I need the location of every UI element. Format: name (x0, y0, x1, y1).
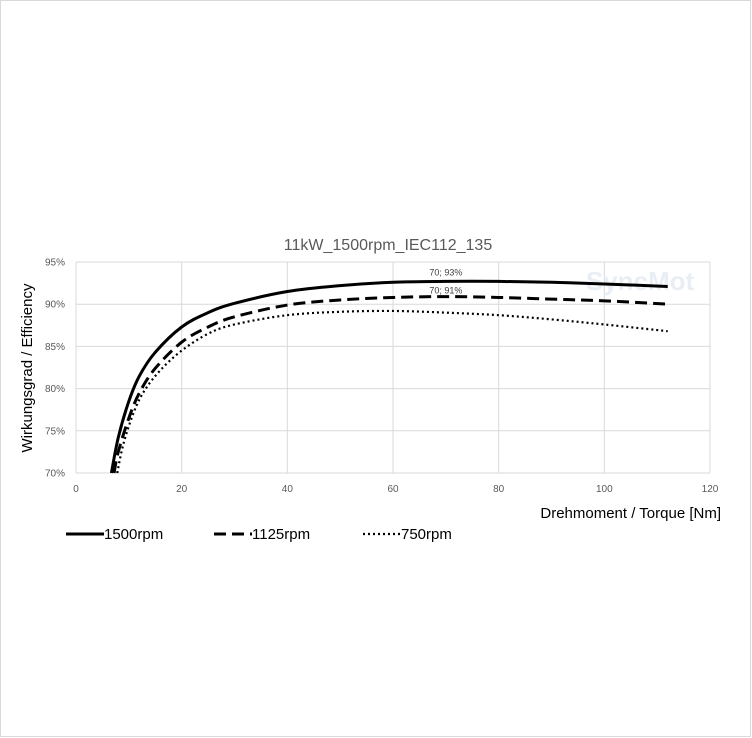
data-label: 70; 93% (429, 267, 462, 277)
x-tick-label: 100 (596, 484, 613, 495)
y-tick-label: 75% (45, 426, 65, 437)
legend: 1500rpm 1125rpm 750rpm (66, 526, 452, 543)
series-line-750rpm (116, 309, 668, 474)
data-label: 70; 91% (429, 286, 462, 296)
y-tick-label: 90% (45, 300, 65, 311)
x-axis-label: Drehmoment / Torque [Nm] (540, 505, 721, 522)
y-tick-label: 80% (45, 384, 65, 395)
x-tick-labels: 0 20 40 60 80 100 120 (73, 484, 719, 495)
series-line-1125rpm (112, 295, 668, 474)
legend-label-1500rpm: 1500rpm (104, 526, 163, 543)
watermark: SyncMot (586, 266, 695, 296)
gridlines (75, 261, 711, 474)
y-axis-label: Wirkungsgrad / Efficiency (19, 283, 36, 452)
legend-label-750rpm: 750rpm (401, 526, 452, 543)
y-tick-label: 85% (45, 342, 65, 353)
annotations: 70; 93% 70; 91% (429, 267, 462, 295)
x-tick-label: 60 (387, 484, 399, 495)
legend-label-1125rpm: 1125rpm (252, 526, 310, 543)
y-tick-label: 95% (45, 258, 65, 269)
x-tick-label: 80 (493, 484, 505, 495)
y-tick-label: 70% (45, 469, 65, 480)
series-line-1500rpm (109, 279, 668, 474)
y-tick-labels: 70% 75% 80% 85% 90% 95% (45, 258, 65, 480)
x-tick-label: 20 (176, 484, 188, 495)
chart-title: 11kW_1500rpm_IEC112_135 (284, 237, 493, 254)
x-tick-label: 40 (282, 484, 294, 495)
x-tick-label: 0 (73, 484, 79, 495)
x-tick-label: 120 (702, 484, 719, 495)
series-lines (109, 279, 668, 474)
